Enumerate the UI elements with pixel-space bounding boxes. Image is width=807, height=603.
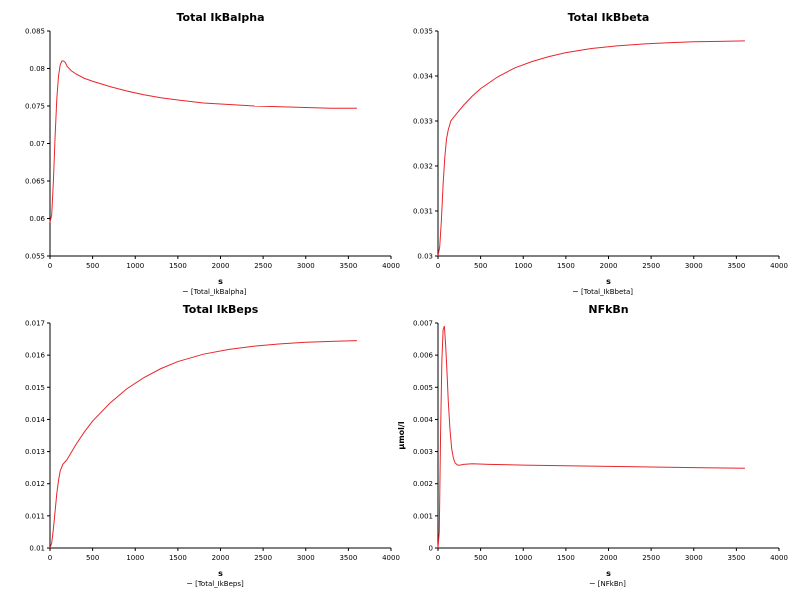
x-tick-label: 3000 <box>685 262 703 270</box>
x-tick-label: 2000 <box>600 262 618 270</box>
chart-panel-3: Total IkBeps 0.01 0.011 0.012 0.013 0.014 0.01… <box>25 303 400 588</box>
x-tick-label: 500 <box>474 262 487 270</box>
series-line <box>437 326 745 549</box>
y-tick-label: 0.055 <box>25 253 45 261</box>
y-tick-label: 0.06 <box>29 215 45 223</box>
chart-title: Total IkBeps <box>183 303 259 316</box>
x-tick-label: 2500 <box>254 262 272 270</box>
x-tick-label: 2500 <box>254 554 272 562</box>
legend: [Total_IkBeps] <box>187 580 244 588</box>
y-tick-label: 0.03 <box>417 253 433 261</box>
x-tick-label: 500 <box>86 554 99 562</box>
x-tick-label: 2000 <box>600 554 618 562</box>
x-tick-label: 1000 <box>514 554 532 562</box>
y-tick-label: 0.001 <box>413 512 433 520</box>
x-tick-label: 3500 <box>339 554 357 562</box>
legend: [Total_IkBbeta] <box>573 288 633 296</box>
chart-panel-2: Total IkBbeta 0.03 0.031 0.032 0.033 0.034 0.0… <box>413 11 788 296</box>
x-tick-label: 0 <box>436 262 440 270</box>
x-axis-label: s <box>606 569 611 578</box>
x-tick-label: 4000 <box>770 262 788 270</box>
y-tick-label: 0.003 <box>413 448 433 456</box>
x-tick-label: 3000 <box>297 554 315 562</box>
x-axis-label: s <box>606 277 611 286</box>
series-line <box>49 60 357 223</box>
y-tick-label: 0.011 <box>25 512 45 520</box>
x-tick-label: 2000 <box>212 554 230 562</box>
y-tick-label: 0.01 <box>29 545 45 553</box>
legend-label: [NFkBn] <box>598 580 626 588</box>
x-tick-label: 2500 <box>642 554 660 562</box>
y-tick-label: 0.032 <box>413 163 433 171</box>
y-tick-label: 0.005 <box>413 384 433 392</box>
x-tick-label: 4000 <box>770 554 788 562</box>
y-tick-label: 0.065 <box>25 178 45 186</box>
x-tick-label: 1500 <box>557 262 575 270</box>
x-tick-label: 1000 <box>126 262 144 270</box>
chart-title: NFkBn <box>588 303 628 316</box>
x-axis-label: s <box>218 277 223 286</box>
x-tick-label: 3500 <box>727 262 745 270</box>
x-tick-label: 4000 <box>382 262 400 270</box>
chart-title: Total IkBbeta <box>568 11 650 24</box>
y-tick-label: 0.08 <box>29 65 45 73</box>
y-tick-label: 0.004 <box>413 416 434 424</box>
y-tick-label: 0.013 <box>25 448 45 456</box>
y-tick-label: 0.031 <box>413 208 433 216</box>
x-tick-label: 2500 <box>642 262 660 270</box>
y-tick-label: 0.016 <box>25 352 46 360</box>
y-tick-label: 0.033 <box>413 118 433 126</box>
x-tick-label: 3500 <box>339 262 357 270</box>
legend-label: [Total_IkBbeta] <box>581 288 633 296</box>
chart-title: Total IkBalpha <box>177 11 265 24</box>
y-tick-label: 0.012 <box>25 480 45 488</box>
series-line <box>437 40 745 257</box>
x-tick-label: 4000 <box>382 554 400 562</box>
y-tick-label: 0.007 <box>413 320 433 328</box>
x-tick-label: 500 <box>86 262 99 270</box>
y-tick-label: 0.075 <box>25 103 45 111</box>
x-tick-label: 2000 <box>212 262 230 270</box>
legend-label: [Total_IkBeps] <box>195 580 244 588</box>
x-tick-label: 0 <box>436 554 440 562</box>
x-tick-label: 1000 <box>514 262 532 270</box>
x-tick-label: 3000 <box>685 554 703 562</box>
y-axis-label: µmol/l <box>397 421 406 449</box>
x-tick-label: 1500 <box>557 554 575 562</box>
x-tick-label: 1500 <box>169 554 187 562</box>
y-tick-label: 0.085 <box>25 28 45 36</box>
x-tick-label: 1500 <box>169 262 187 270</box>
x-tick-label: 3000 <box>297 262 315 270</box>
y-tick-label: 0 <box>429 545 433 553</box>
y-tick-label: 0.015 <box>25 384 45 392</box>
legend: [NFkBn] <box>589 580 626 588</box>
x-tick-label: 0 <box>48 554 52 562</box>
y-tick-label: 0.006 <box>413 352 434 360</box>
legend-label: [Total_IkBalpha] <box>191 288 247 296</box>
y-tick-label: 0.002 <box>413 480 433 488</box>
y-tick-label: 0.035 <box>413 28 433 36</box>
chart-panel-1: Total IkBalpha 0.055 0.06 0.065 0.07 0.075 0.0… <box>25 11 400 296</box>
x-tick-label: 500 <box>474 554 487 562</box>
chart-panel-4: NFkBn 0 0.001 0.002 0.003 0.004 0.005 0.006 0.00… <box>397 303 788 588</box>
y-tick-label: 0.07 <box>29 140 45 148</box>
x-axis-label: s <box>218 569 223 578</box>
y-tick-label: 0.034 <box>413 73 434 81</box>
y-tick-label: 0.017 <box>25 320 45 328</box>
legend: [Total_IkBalpha] <box>182 288 247 296</box>
x-tick-label: 0 <box>48 262 52 270</box>
x-tick-label: 1000 <box>126 554 144 562</box>
series-line <box>49 340 357 549</box>
y-tick-label: 0.014 <box>25 416 46 424</box>
x-tick-label: 3500 <box>727 554 745 562</box>
